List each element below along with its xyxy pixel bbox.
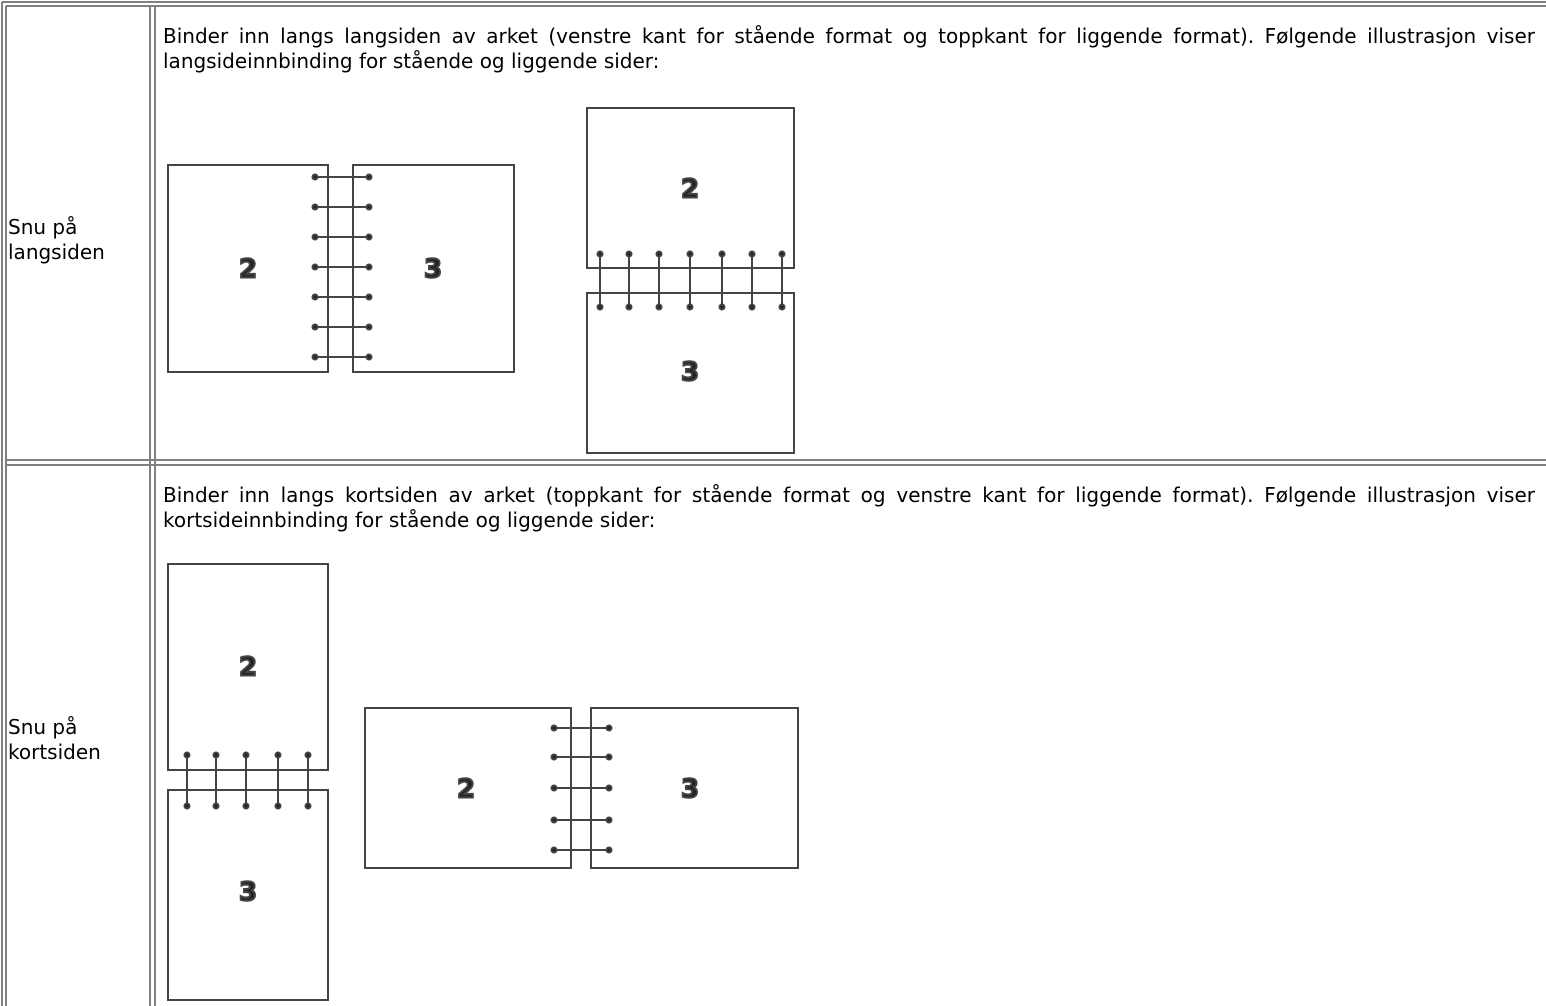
ring-end bbox=[778, 303, 786, 311]
ring-end bbox=[365, 263, 373, 271]
ring-end bbox=[274, 802, 282, 810]
ring-end bbox=[311, 233, 319, 241]
ring-end bbox=[311, 203, 319, 211]
page-number: 2 bbox=[239, 653, 257, 683]
ring-end bbox=[748, 250, 756, 258]
ring-end bbox=[550, 846, 558, 854]
ring-end bbox=[686, 250, 694, 258]
ring-end bbox=[365, 173, 373, 181]
page-number: 2 bbox=[239, 255, 257, 285]
ring-end bbox=[686, 303, 694, 311]
ring-end bbox=[625, 303, 633, 311]
ring-end bbox=[625, 250, 633, 258]
ring-end bbox=[655, 250, 663, 258]
row-label: Snu på kortsiden bbox=[8, 715, 101, 764]
ring-end bbox=[550, 784, 558, 792]
ring-end bbox=[596, 250, 604, 258]
ring-end bbox=[550, 753, 558, 761]
ring-end bbox=[748, 303, 756, 311]
ring-end bbox=[311, 353, 319, 361]
page-sheet bbox=[167, 164, 329, 373]
figures: 2 3 2 3 2 3 2 3 bbox=[167, 107, 799, 1001]
ring-end bbox=[718, 250, 726, 258]
ring-end bbox=[605, 816, 613, 824]
page-sheet bbox=[352, 164, 515, 373]
ring-end bbox=[311, 323, 319, 331]
ring-end bbox=[242, 802, 250, 810]
ring-end bbox=[605, 724, 613, 732]
ring-end bbox=[550, 816, 558, 824]
page-number: 3 bbox=[681, 775, 699, 805]
ring-end bbox=[304, 751, 312, 759]
page-number: 2 bbox=[681, 175, 699, 205]
page-sheet bbox=[167, 789, 329, 1001]
ring-end bbox=[242, 751, 250, 759]
ring-end bbox=[778, 250, 786, 258]
ring-end bbox=[365, 293, 373, 301]
page-number: 3 bbox=[681, 358, 699, 388]
ring-end bbox=[212, 751, 220, 759]
ring-end bbox=[183, 802, 191, 810]
ring-end bbox=[365, 233, 373, 241]
ring-end bbox=[311, 263, 319, 271]
ring-end bbox=[605, 846, 613, 854]
row-description: Binder inn langs kortsiden av arket (top… bbox=[163, 483, 1535, 532]
page-number: 3 bbox=[239, 878, 257, 908]
ring-end bbox=[311, 173, 319, 181]
ring-end bbox=[605, 753, 613, 761]
ring-end bbox=[655, 303, 663, 311]
ring-end bbox=[365, 203, 373, 211]
ring-end bbox=[212, 802, 220, 810]
row-description: Binder inn langs langsiden av arket (ven… bbox=[163, 24, 1535, 73]
ring-end bbox=[605, 784, 613, 792]
ring-end bbox=[274, 751, 282, 759]
ring-end bbox=[304, 802, 312, 810]
page-number: 3 bbox=[424, 255, 442, 285]
ring-end bbox=[183, 751, 191, 759]
page-number: 2 bbox=[457, 775, 475, 805]
ring-end bbox=[311, 293, 319, 301]
row-label: Snu på langsiden bbox=[8, 215, 105, 264]
ring-end bbox=[718, 303, 726, 311]
page-sheet bbox=[167, 563, 329, 771]
ring-end bbox=[596, 303, 604, 311]
ring-end bbox=[365, 353, 373, 361]
ring-end bbox=[550, 724, 558, 732]
ring-end bbox=[365, 323, 373, 331]
